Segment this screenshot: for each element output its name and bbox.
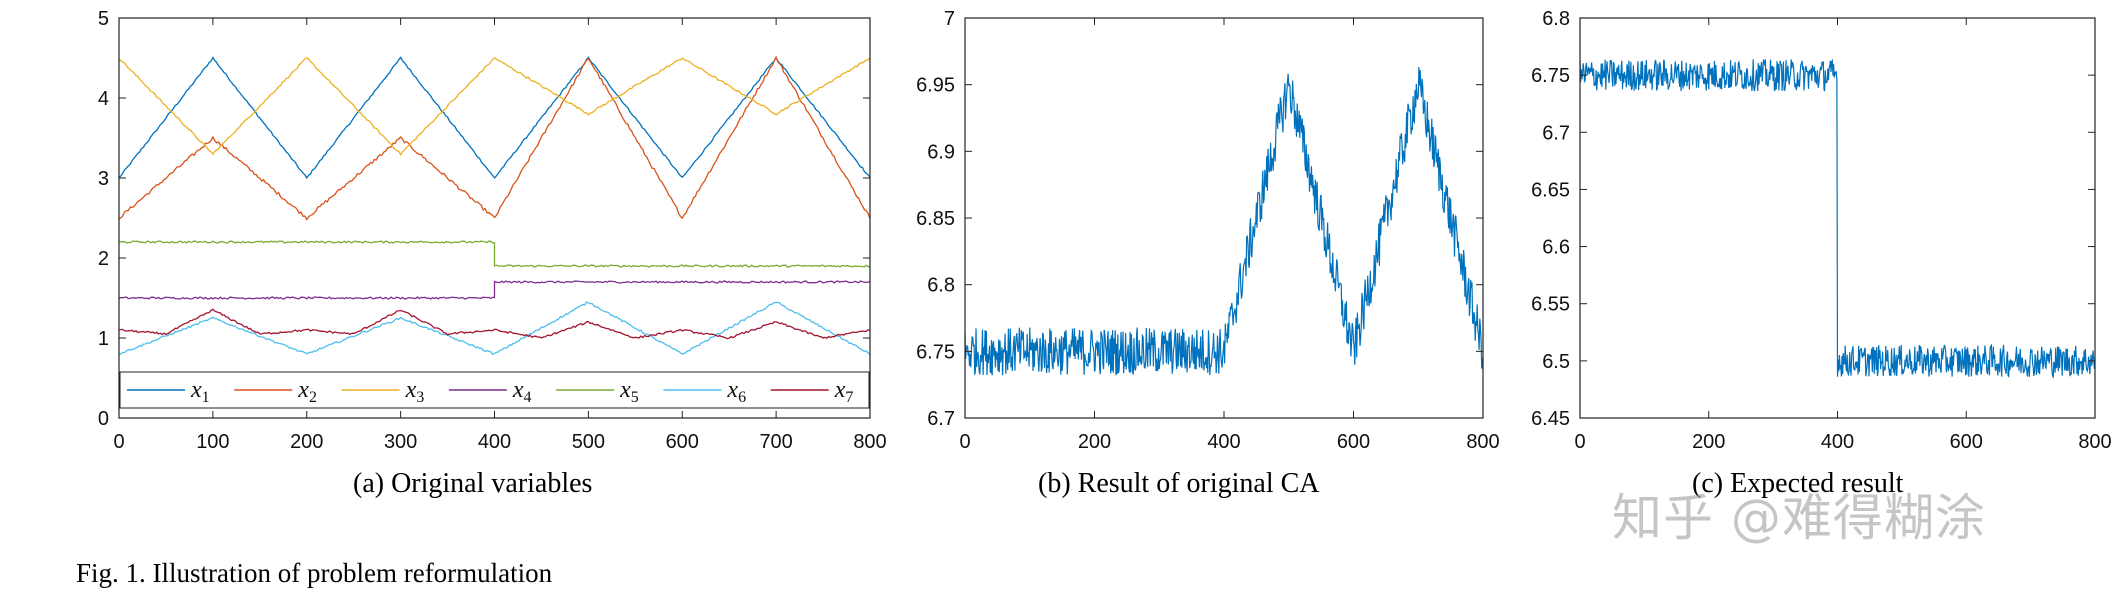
x-tick-label: 800 bbox=[1466, 431, 1499, 453]
series-line-x5 bbox=[119, 240, 870, 268]
y-tick-label: 0 bbox=[98, 408, 109, 430]
x-tick-label: 800 bbox=[853, 431, 886, 453]
series-line-y bbox=[1580, 58, 2095, 379]
legend-label-x7: x7 bbox=[834, 377, 854, 406]
x-tick-label: 400 bbox=[478, 431, 511, 453]
series-group bbox=[119, 55, 870, 356]
y-tick-label: 3 bbox=[98, 168, 109, 190]
subplot-c-caption: (c) Expected result bbox=[1692, 468, 1904, 499]
x-tick-label: 600 bbox=[666, 431, 699, 453]
y-tick-label: 6.55 bbox=[1531, 294, 1570, 316]
y-tick-label: 4 bbox=[98, 88, 109, 110]
watermark: 知乎 @难得糊涂 bbox=[1612, 489, 1986, 547]
legend-label-x5: x5 bbox=[619, 377, 639, 406]
y-tick-label: 5 bbox=[98, 8, 109, 30]
y-tick-label: 6.7 bbox=[1542, 122, 1570, 144]
y-tick-label: 6.5 bbox=[1542, 351, 1570, 373]
legend-label-x1: x1 bbox=[190, 377, 210, 406]
series-line-x1 bbox=[119, 56, 870, 180]
x-tick-label: 0 bbox=[113, 431, 124, 453]
series-line-x3 bbox=[119, 56, 870, 156]
y-tick-label: 6.6 bbox=[1542, 237, 1570, 259]
x-tick-label: 800 bbox=[2078, 431, 2111, 453]
y-tick-label: 6.8 bbox=[927, 275, 955, 297]
y-tick-label: 6.85 bbox=[916, 208, 955, 230]
figure-caption: Fig. 1. Illustration of problem reformul… bbox=[76, 558, 553, 588]
subplot-b: 0 200 400 600 800 6.7 6.75 6.8 6.85 6.9 6.95 7 bbox=[916, 8, 1500, 453]
y-tick-label: 7 bbox=[944, 8, 955, 30]
series-group bbox=[1580, 58, 2095, 379]
series-line-x6 bbox=[119, 301, 870, 356]
legend-label-x6: x6 bbox=[726, 377, 746, 406]
x-tick-label: 400 bbox=[1207, 431, 1240, 453]
x-tick-label: 300 bbox=[384, 431, 417, 453]
y-tick-label: 6.45 bbox=[1531, 408, 1570, 430]
x-tick-label: 700 bbox=[759, 431, 792, 453]
legend-label-x4: x4 bbox=[512, 377, 532, 406]
y-tick-label: 6.9 bbox=[927, 141, 955, 163]
x-tick-label: 100 bbox=[196, 431, 229, 453]
y-tick-label: 6.95 bbox=[916, 75, 955, 97]
y-tick-label: 6.8 bbox=[1542, 8, 1570, 30]
x-tick-label: 200 bbox=[290, 431, 323, 453]
series-line-x2 bbox=[119, 55, 870, 221]
y-tick-label: 6.7 bbox=[927, 408, 955, 430]
subplot-a-caption: (a) Original variables bbox=[353, 468, 593, 499]
x-tick-label: 200 bbox=[1078, 431, 1111, 453]
legend: x1 x2 x3 x4 x5 x6 x7 bbox=[119, 371, 870, 409]
x-tick-label: 200 bbox=[1692, 431, 1725, 453]
subplot-b-caption: (b) Result of original CA bbox=[1038, 468, 1320, 499]
y-tick-label: 6.75 bbox=[1531, 65, 1570, 87]
x-tick-label: 500 bbox=[572, 431, 605, 453]
y-tick-label: 2 bbox=[98, 248, 109, 270]
series-line-x4 bbox=[119, 280, 870, 300]
y-tick-label: 6.65 bbox=[1531, 179, 1570, 201]
x-tick-label: 600 bbox=[1950, 431, 1983, 453]
x-tick-label: 0 bbox=[1574, 431, 1585, 453]
x-tick-label: 400 bbox=[1821, 431, 1854, 453]
legend-label-x3: x3 bbox=[405, 377, 425, 406]
subplot-c: 0 200 400 600 800 6.45 6.5 6.55 6.6 6.65 6.7 6.75 6.… bbox=[1531, 8, 2112, 453]
x-tick-label: 0 bbox=[959, 431, 970, 453]
series-line-y bbox=[965, 67, 1483, 376]
series-line-x7 bbox=[119, 308, 870, 340]
y-tick-label: 1 bbox=[98, 328, 109, 350]
series-group bbox=[965, 67, 1483, 376]
legend-label-x2: x2 bbox=[297, 377, 317, 406]
y-tick-label: 6.75 bbox=[916, 341, 955, 363]
x-tick-label: 600 bbox=[1337, 431, 1370, 453]
